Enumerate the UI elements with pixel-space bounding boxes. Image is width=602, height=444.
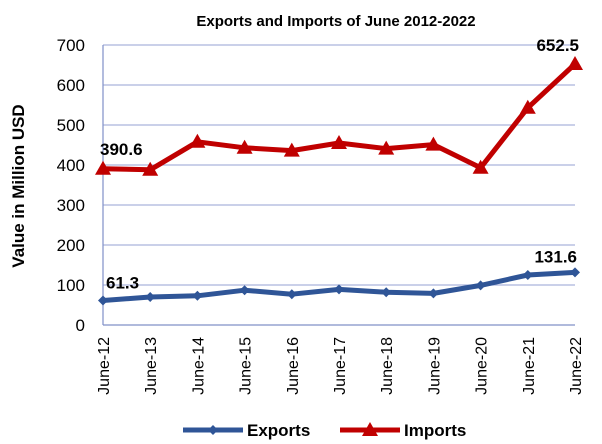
x-tick-label: June-16 bbox=[285, 337, 302, 395]
y-tick-label: 100 bbox=[57, 276, 85, 295]
x-tick-label: June-14 bbox=[190, 337, 207, 395]
data-point bbox=[331, 135, 347, 149]
data-point bbox=[378, 140, 395, 155]
data-point bbox=[145, 292, 156, 302]
x-tick-label: June-22 bbox=[568, 337, 585, 395]
series-line bbox=[102, 62, 577, 173]
y-tick-label: 700 bbox=[57, 36, 85, 55]
series-layer bbox=[95, 56, 583, 306]
data-point bbox=[381, 287, 392, 298]
axes: 0 100 200 300 400 500 600 700 June-12 June-13 June… bbox=[57, 36, 585, 395]
data-point bbox=[522, 270, 533, 280]
legend-label: Imports bbox=[404, 421, 466, 440]
y-tick-label: 200 bbox=[57, 236, 85, 255]
x-tick-label: June-20 bbox=[474, 337, 491, 395]
legend: Exports Imports bbox=[183, 421, 466, 440]
series-imports bbox=[95, 56, 583, 176]
y-tick-label: 300 bbox=[57, 196, 85, 215]
data-point bbox=[142, 161, 159, 176]
legend-label: Exports bbox=[247, 421, 310, 440]
data-point bbox=[239, 285, 250, 296]
data-point bbox=[428, 288, 439, 299]
data-point bbox=[519, 99, 536, 114]
data-point bbox=[362, 422, 378, 436]
data-point bbox=[475, 280, 486, 291]
series-exports bbox=[98, 267, 580, 306]
data-point bbox=[189, 133, 206, 148]
data-label: 390.6 bbox=[100, 140, 143, 159]
data-labels: 61.3 131.6 390.6 652.5 bbox=[100, 36, 579, 292]
data-label: 131.6 bbox=[534, 247, 577, 266]
x-tick-label: June-18 bbox=[379, 337, 396, 395]
x-tick-label: June-17 bbox=[332, 337, 349, 395]
legend-item-imports: Imports bbox=[340, 421, 466, 440]
x-tick-label: June-19 bbox=[426, 337, 443, 395]
data-point bbox=[334, 284, 344, 295]
data-point bbox=[95, 160, 111, 175]
data-point bbox=[236, 139, 253, 154]
gridlines bbox=[103, 44, 575, 286]
y-tick-label: 0 bbox=[76, 316, 85, 335]
x-tick-label: June-15 bbox=[238, 337, 255, 395]
y-tick-label: 500 bbox=[57, 116, 85, 135]
data-point bbox=[286, 289, 297, 300]
x-tick-label: June-21 bbox=[521, 337, 538, 395]
y-tick-label: 600 bbox=[57, 76, 85, 95]
data-point bbox=[98, 295, 108, 306]
data-label: 652.5 bbox=[536, 36, 579, 55]
data-point bbox=[472, 159, 489, 174]
data-point bbox=[567, 56, 583, 70]
data-point bbox=[208, 425, 218, 435]
x-tick-label: June-12 bbox=[96, 337, 113, 395]
data-point bbox=[425, 136, 442, 151]
data-point bbox=[570, 267, 580, 278]
data-label: 61.3 bbox=[106, 273, 139, 292]
legend-item-exports: Exports bbox=[183, 421, 310, 440]
y-tick-label: 400 bbox=[57, 156, 85, 175]
data-point bbox=[283, 142, 300, 157]
x-tick-label: June-13 bbox=[143, 337, 160, 395]
y-axis-label: Value in Million USD bbox=[9, 104, 28, 267]
data-point bbox=[192, 290, 203, 301]
chart-title: Exports and Imports of June 2012-2022 bbox=[196, 13, 475, 30]
